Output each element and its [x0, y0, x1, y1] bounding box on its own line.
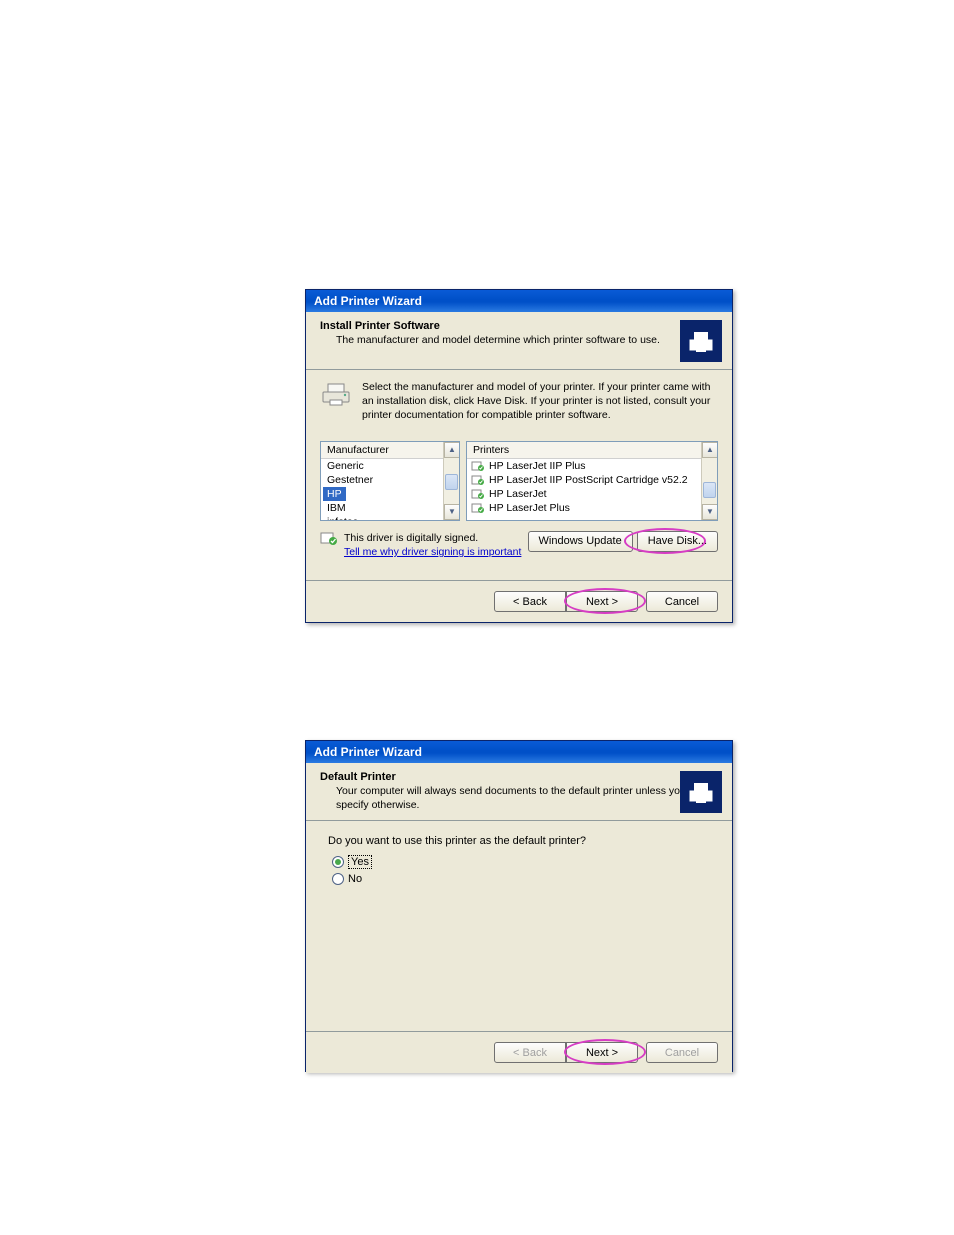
scroll-down-icon[interactable]: ▼: [702, 504, 718, 520]
signed-left: This driver is digitally signed. Tell me…: [320, 531, 521, 560]
back-button[interactable]: < Back: [494, 591, 566, 612]
scrollbar[interactable]: ▲ ▼: [701, 442, 717, 520]
scrollbar[interactable]: ▲ ▼: [443, 442, 459, 520]
signed-row: This driver is digitally signed. Tell me…: [320, 531, 718, 560]
printers-header: Printers: [467, 442, 717, 459]
default-printer-dialog: Add Printer Wizard Default Printer Your …: [305, 740, 733, 1072]
body-panel: Select the manufacturer and model of you…: [306, 370, 732, 580]
default-question: Do you want to use this printer as the d…: [328, 835, 712, 847]
scroll-thumb[interactable]: [445, 474, 458, 490]
scroll-up-icon[interactable]: ▲: [702, 442, 718, 458]
scroll-thumb[interactable]: [703, 482, 716, 498]
cancel-button[interactable]: Cancel: [646, 591, 718, 612]
next-button[interactable]: Next >: [566, 1042, 638, 1063]
header-title: Install Printer Software: [320, 320, 718, 332]
signed-driver-icon: [471, 474, 485, 486]
header-title: Default Printer: [320, 771, 718, 783]
printer-label: HP LaserJet IIP Plus: [489, 459, 586, 473]
footer: < Back Next > Cancel: [306, 1031, 732, 1073]
next-button[interactable]: Next >: [566, 591, 638, 612]
printer-header-icon: [680, 320, 722, 362]
radio-no-label: No: [348, 873, 362, 885]
signed-text-block: This driver is digitally signed. Tell me…: [344, 531, 521, 560]
footer: < Back Next > Cancel: [306, 580, 732, 622]
list-item[interactable]: Gestetner: [321, 473, 459, 487]
printer-icon: [320, 380, 352, 408]
list-item[interactable]: Generic: [321, 459, 459, 473]
list-item[interactable]: IBM: [321, 501, 459, 515]
printer-label: HP LaserJet: [489, 487, 547, 501]
signed-driver-icon: [471, 460, 485, 472]
window-title: Add Printer Wizard: [314, 745, 422, 759]
list-item[interactable]: infotec: [321, 515, 459, 521]
header-subtitle: The manufacturer and model determine whi…: [336, 334, 718, 348]
titlebar[interactable]: Add Printer Wizard: [306, 290, 732, 312]
printer-item[interactable]: HP LaserJet IIP Plus: [467, 459, 717, 473]
cancel-button: Cancel: [646, 1042, 718, 1063]
window-title: Add Printer Wizard: [314, 294, 422, 308]
list-item-selected[interactable]: HP: [323, 487, 346, 501]
header-panel: Install Printer Software The manufacture…: [306, 312, 732, 370]
scroll-down-icon[interactable]: ▼: [444, 504, 460, 520]
signing-info-link[interactable]: Tell me why driver signing is important: [344, 545, 521, 560]
windows-update-button[interactable]: Windows Update: [528, 531, 633, 552]
certificate-icon: [320, 531, 338, 547]
titlebar[interactable]: Add Printer Wizard: [306, 741, 732, 763]
manufacturer-body: Generic Gestetner HP IBM infotec: [321, 459, 459, 521]
printer-item[interactable]: HP LaserJet IIP PostScript Cartridge v52…: [467, 473, 717, 487]
disk-buttons: Windows Update Have Disk...: [528, 531, 718, 552]
instruction-text: Select the manufacturer and model of you…: [362, 380, 718, 423]
header-subtitle: Your computer will always send documents…: [336, 785, 718, 812]
signed-status: This driver is digitally signed.: [344, 531, 521, 546]
back-button: < Back: [494, 1042, 566, 1063]
printers-body: HP LaserJet IIP Plus HP LaserJet IIP Pos…: [467, 459, 717, 515]
header-panel: Default Printer Your computer will alway…: [306, 763, 732, 821]
install-printer-dialog: Add Printer Wizard Install Printer Softw…: [305, 289, 733, 623]
manufacturer-listbox[interactable]: Manufacturer Generic Gestetner HP IBM in…: [320, 441, 460, 521]
page: Add Printer Wizard Install Printer Softw…: [0, 0, 954, 1235]
radio-no[interactable]: No: [332, 873, 712, 885]
printers-listbox[interactable]: Printers HP LaserJet IIP Plus HP LaserJe…: [466, 441, 718, 521]
manufacturer-header: Manufacturer: [321, 442, 459, 459]
scroll-up-icon[interactable]: ▲: [444, 442, 460, 458]
printer-item[interactable]: HP LaserJet Plus: [467, 501, 717, 515]
signed-driver-icon: [471, 488, 485, 500]
printer-label: HP LaserJet IIP PostScript Cartridge v52…: [489, 473, 688, 487]
signed-driver-icon: [471, 502, 485, 514]
printer-label: HP LaserJet Plus: [489, 501, 570, 515]
list-wrap: Manufacturer Generic Gestetner HP IBM in…: [320, 441, 718, 521]
radio-yes-label: Yes: [348, 855, 372, 869]
radio-icon: [332, 873, 344, 885]
radio-icon: [332, 856, 344, 868]
instruction-row: Select the manufacturer and model of you…: [320, 380, 718, 423]
body-panel: Do you want to use this printer as the d…: [306, 821, 732, 1031]
printer-item[interactable]: HP LaserJet: [467, 487, 717, 501]
printer-header-icon: [680, 771, 722, 813]
have-disk-button[interactable]: Have Disk...: [637, 531, 718, 552]
radio-yes[interactable]: Yes: [332, 855, 712, 869]
